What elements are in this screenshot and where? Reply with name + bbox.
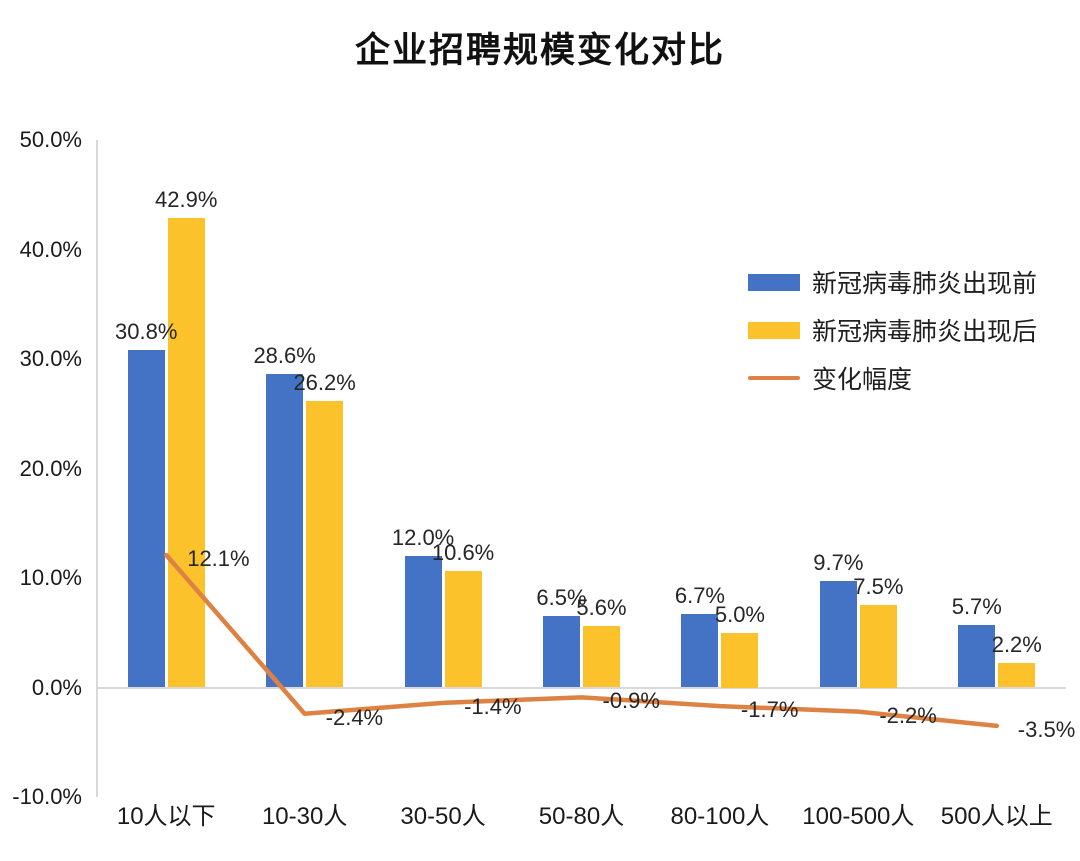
bar-value-label: 10.6% [431, 540, 495, 566]
line-value-label: -1.7% [740, 697, 799, 723]
bar-segment [681, 614, 719, 688]
legend: 新冠病毒肺炎出现前 新冠病毒肺炎出现后 变化幅度 [748, 258, 1037, 402]
y-tick-label: -10.0% [12, 784, 82, 809]
bar-segment [543, 616, 580, 688]
bar-segment [306, 400, 344, 688]
y-tick-label: 50.0% [19, 127, 82, 152]
legend-label: 新冠病毒肺炎出现前 [812, 270, 1038, 298]
legend-item: 新冠病毒肺炎出现后 [748, 306, 1037, 354]
line-value-label: -2.2% [879, 702, 937, 728]
line-value-label: 12.1% [187, 546, 250, 571]
line-value-label: -3.5% [1017, 716, 1076, 742]
chart-title: 企业招聘规模变化对比 [354, 31, 725, 70]
bar-value-label: 42.9% [155, 186, 218, 212]
bar-value-label: 7.5% [853, 574, 904, 600]
bar-segment [721, 632, 759, 688]
line-value-label: -1.4% [464, 693, 522, 719]
category-label: 10-30人 [261, 803, 348, 830]
y-tick-label: 30.0% [19, 346, 82, 371]
legend-bar-swatch [748, 321, 800, 339]
bar-segment [444, 571, 482, 688]
line-value-label: -2.4% [325, 704, 384, 730]
bar-segment [958, 625, 996, 688]
bar-segment [998, 663, 1036, 688]
bar-value-label: 6.7% [674, 583, 725, 609]
bar-segment [859, 605, 897, 688]
bar-value-label: 12.0% [391, 525, 455, 551]
bar-value-label: 5.0% [714, 601, 765, 627]
bar-value-label: 5.7% [951, 594, 1002, 620]
bar-segment [266, 374, 304, 688]
y-tick-label: 20.0% [19, 455, 82, 481]
y-tick-label: 0.0% [31, 674, 82, 700]
y-tick-label: 40.0% [19, 236, 82, 262]
legend-label: 变化幅度 [812, 366, 913, 394]
legend-item: 变化幅度 [748, 354, 1037, 402]
category-label: 80-100人 [670, 803, 770, 830]
bar-value-label: 9.7% [813, 550, 864, 576]
bar-segment [167, 217, 205, 688]
bar-segment [819, 581, 857, 688]
bar-value-label: 2.2% [991, 632, 1042, 658]
y-tick-label: 10.0% [19, 565, 82, 590]
bar-value-label: 30.8% [115, 319, 178, 345]
bar-segment [404, 556, 442, 688]
category-label: 50-80人 [538, 803, 625, 830]
bar-value-label: 6.5% [536, 585, 587, 611]
bar-value-label: 5.6% [576, 595, 627, 621]
bar-value-label: 26.2% [293, 369, 356, 395]
bar-segment [127, 350, 165, 688]
legend-label: 新冠病毒肺炎出现后 [812, 318, 1038, 346]
y-axis-line [96, 140, 98, 797]
bar-segment [583, 626, 620, 688]
bar-value-label: 28.6% [253, 343, 316, 369]
category-label: 30-50人 [400, 803, 486, 830]
legend-bar-swatch [748, 273, 800, 291]
line-value-label: -0.9% [602, 688, 660, 714]
legend-item: 新冠病毒肺炎出现前 [748, 258, 1037, 306]
category-label: 500人以上 [940, 803, 1053, 830]
category-label: 100-500人 [802, 803, 915, 830]
legend-line-swatch [748, 376, 800, 380]
zero-axis-line [97, 686, 1066, 689]
category-label: 10人以下 [116, 803, 216, 830]
